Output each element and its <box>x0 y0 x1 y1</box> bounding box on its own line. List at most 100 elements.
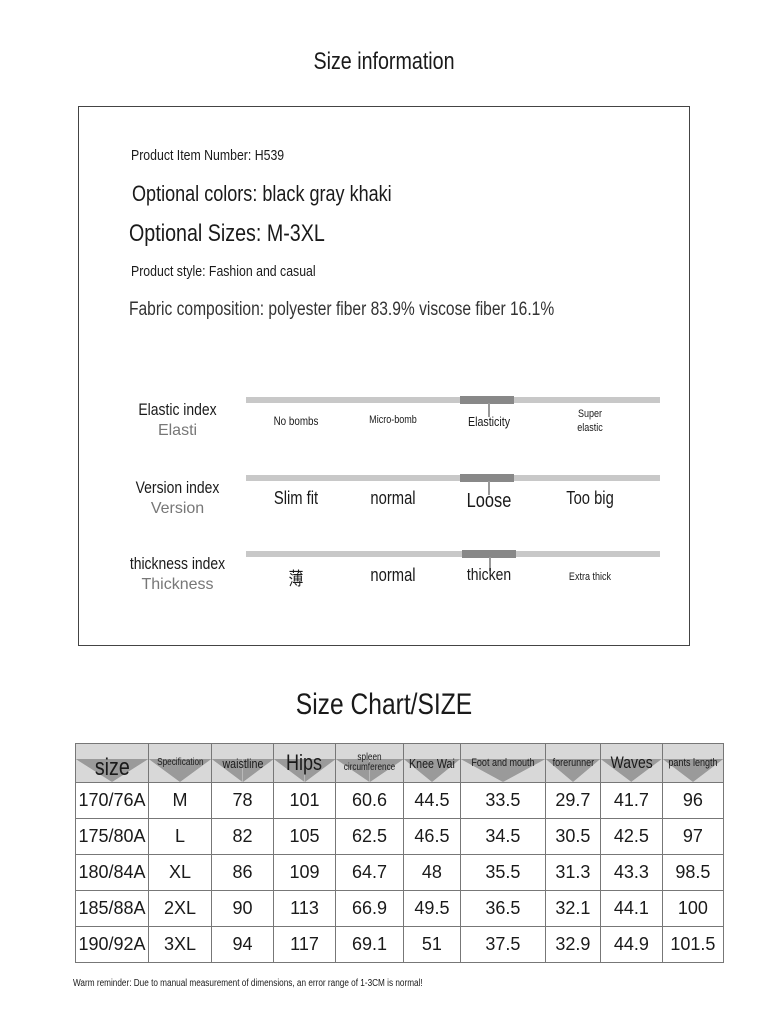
table-cell: 44.1 <box>599 890 663 927</box>
table-cell: 30.5 <box>544 818 601 855</box>
table-cell: 175/80A <box>75 818 149 855</box>
table-cell: 2XL <box>148 890 212 927</box>
table-cell: 43.3 <box>599 854 663 891</box>
table-cell: 100 <box>661 890 724 927</box>
table-cell: 105 <box>273 818 336 855</box>
size-chart-table: size Specification waistline Hips spleen cir… <box>75 743 724 963</box>
table-cell: 170/76A <box>75 782 149 819</box>
size-chart-title: Size Chart/SIZE <box>295 688 473 721</box>
index-title: Version index <box>135 478 220 497</box>
index-track <box>246 397 660 403</box>
index-option: Slim fit <box>273 488 319 508</box>
column-header: waistline <box>211 743 274 783</box>
column-header-label: Hips <box>286 750 323 775</box>
column-header-label: Specification <box>156 757 204 769</box>
column-header-label: Foot and mouth <box>471 756 535 769</box>
index-option: Elasticity <box>467 414 511 429</box>
column-header: Knee Wai <box>403 743 461 783</box>
table-cell: 185/88A <box>75 890 149 927</box>
column-header: forerunner <box>544 743 601 783</box>
column-header-label: size <box>94 754 130 781</box>
index-selected-marker <box>460 396 514 404</box>
table-cell: 94 <box>211 926 274 963</box>
table-cell: 62.5 <box>335 818 404 855</box>
table-cell: 32.1 <box>544 890 601 927</box>
index-subtitle: Elasti <box>157 422 198 439</box>
index-option: normal <box>370 488 416 508</box>
table-cell: 97 <box>661 818 724 855</box>
table-cell: 101 <box>273 782 336 819</box>
index-pointer <box>489 557 491 571</box>
table-row: 185/88A 2XL 90 113 66.9 49.5 36.5 32.1 44.1 100 <box>75 890 724 927</box>
item-number: Product Item Number: H539 <box>131 147 285 164</box>
table-cell: 44.5 <box>403 782 461 819</box>
table-cell: 48 <box>403 854 461 891</box>
table-cell: 60.6 <box>335 782 404 819</box>
column-header: Foot and mouth <box>459 743 546 783</box>
optional-colors: Optional colors: black gray khaki <box>132 181 392 206</box>
table-cell: 64.7 <box>335 854 404 891</box>
index-selected-marker <box>460 474 514 482</box>
column-header-label: spleen circumference <box>343 751 396 773</box>
table-cell: 44.9 <box>599 926 663 963</box>
table-cell: 96 <box>661 782 724 819</box>
product-style: Product style: Fashion and casual <box>131 263 316 280</box>
column-header-label: waistline <box>222 755 263 771</box>
table-cell: XL <box>148 854 212 891</box>
index-option: normal <box>370 565 416 585</box>
table-cell: 117 <box>273 926 336 963</box>
table-cell: 109 <box>273 854 336 891</box>
table-cell: 29.7 <box>544 782 601 819</box>
index-option: Extra thick <box>568 571 612 583</box>
warm-reminder: Warm reminder: Due to manual measurement… <box>73 978 423 989</box>
size-information-title: Size information <box>313 48 455 75</box>
index-title: Elastic index <box>138 400 217 419</box>
table-cell: 69.1 <box>335 926 404 963</box>
index-option: thicken <box>466 565 512 584</box>
column-header: Hips <box>273 743 336 783</box>
table-cell: M <box>148 782 212 819</box>
table-cell: 35.5 <box>459 854 546 891</box>
table-cell: 180/84A <box>75 854 149 891</box>
index-pointer <box>488 481 490 495</box>
index-track <box>246 551 660 557</box>
table-cell: 82 <box>211 818 274 855</box>
table-cell: 86 <box>211 854 274 891</box>
column-header: pants length <box>661 743 724 783</box>
table-cell: 36.5 <box>459 890 546 927</box>
column-header: size <box>75 743 149 783</box>
table-row: 170/76A M 78 101 60.6 44.5 33.5 29.7 41.7 96 <box>75 782 724 819</box>
table-cell: 49.5 <box>403 890 461 927</box>
column-header-label: forerunner <box>552 756 594 769</box>
table-cell: L <box>148 818 212 855</box>
index-option: Too big <box>566 488 614 508</box>
index-pointer <box>488 403 490 417</box>
table-cell: 98.5 <box>661 854 724 891</box>
info-box <box>78 106 690 646</box>
index-option: 薄 <box>288 569 304 589</box>
table-cell: 37.5 <box>459 926 546 963</box>
table-cell: 41.7 <box>599 782 663 819</box>
table-cell: 42.5 <box>599 818 663 855</box>
index-title: thickness index <box>129 554 226 573</box>
table-cell: 113 <box>273 890 336 927</box>
table-cell: 51 <box>403 926 461 963</box>
table-cell: 78 <box>211 782 274 819</box>
table-cell: 46.5 <box>403 818 461 855</box>
column-header-label: pants length <box>668 756 718 769</box>
column-header-label: Waves <box>610 753 653 772</box>
index-option: Loose <box>466 490 512 512</box>
index-option: No bombs <box>273 414 319 428</box>
column-header-label: Knee Wai <box>409 755 455 771</box>
column-header: spleen circumference <box>335 743 404 783</box>
index-option: Super elastic <box>577 408 603 434</box>
table-row: 175/80A L 82 105 62.5 46.5 34.5 30.5 42.5 97 <box>75 818 724 855</box>
table-cell: 33.5 <box>459 782 546 819</box>
index-selected-marker <box>462 550 516 558</box>
table-cell: 3XL <box>148 926 212 963</box>
fabric-composition: Fabric composition: polyester fiber 83.9… <box>129 299 555 320</box>
table-cell: 190/92A <box>75 926 149 963</box>
table-cell: 101.5 <box>661 926 724 963</box>
index-subtitle: Thickness <box>141 576 214 593</box>
index-track <box>246 475 660 481</box>
